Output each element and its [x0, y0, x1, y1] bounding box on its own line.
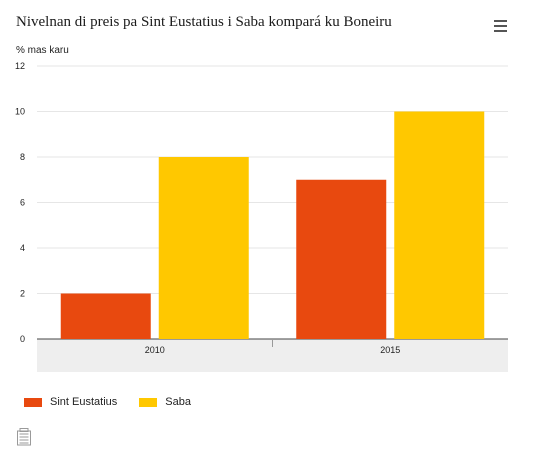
hamburger-menu-icon[interactable]	[494, 20, 507, 33]
bar	[60, 293, 151, 339]
y-tick-label: 12	[15, 61, 25, 71]
chart-title: Nivelnan di preis pa Sint Eustatius i Sa…	[16, 14, 392, 30]
legend-swatch-series-2	[139, 397, 158, 407]
y-tick-label: 4	[20, 243, 25, 253]
legend-label-series-1: Sint Eustatius	[50, 396, 118, 408]
x-tick-label: 2015	[380, 345, 400, 355]
cbs-logo-icon	[17, 428, 31, 446]
bar-chart: 0 2 4 6 8 10 12 2010 2015	[15, 61, 508, 372]
x-tick-label: 2010	[145, 345, 165, 355]
y-tick-label: 6	[20, 198, 25, 208]
legend-label-series-2: Saba	[165, 396, 191, 408]
bar	[394, 111, 485, 339]
y-tick-label: 2	[20, 289, 25, 299]
legend: Sint Eustatius Saba	[24, 396, 213, 408]
bar	[296, 179, 387, 339]
y-tick-label: 8	[20, 152, 25, 162]
y-axis-label: % mas karu	[16, 45, 69, 56]
legend-item-series-2[interactable]: Saba	[139, 396, 191, 408]
legend-item-series-1[interactable]: Sint Eustatius	[24, 396, 117, 408]
y-tick-label: 10	[15, 107, 25, 117]
legend-swatch-series-1	[24, 397, 42, 407]
bar	[158, 157, 249, 339]
y-tick-label: 0	[20, 334, 25, 344]
